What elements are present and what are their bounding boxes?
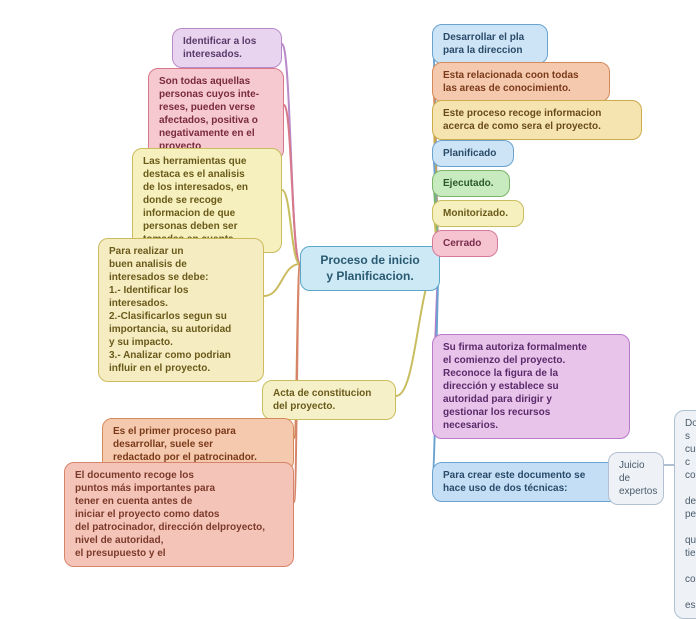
mindmap-node-n16[interactable]: Para crear este documento se hace uso de… <box>432 462 630 502</box>
node-label: El documento recoge los puntos más impor… <box>75 470 265 559</box>
mindmap-node-n10[interactable]: Monitorizado. <box>432 200 524 227</box>
node-label: Ejecutado. <box>443 178 494 189</box>
connector <box>282 190 300 264</box>
node-label: Cerrado <box>443 238 481 249</box>
mindmap-node-n7[interactable]: Este proceso recoge informacion acerca d… <box>432 100 642 140</box>
mindmap-node-n11[interactable]: Cerrado <box>432 230 498 257</box>
node-label: Desarrollar el pla para la direccion <box>443 32 524 56</box>
mindmap-node-n15[interactable]: Su firma autoriza formalmente el comienz… <box>432 334 630 439</box>
node-label: Para crear este documento se hace uso de… <box>443 470 585 494</box>
node-label: Identificar a los interesados. <box>183 36 256 60</box>
node-label: Juicio de expertos <box>619 460 657 497</box>
node-label: Planificado <box>443 148 496 159</box>
connector <box>282 44 300 264</box>
connector <box>264 264 300 296</box>
node-label: Monitorizado. <box>443 208 508 219</box>
mindmap-node-n9[interactable]: Ejecutado. <box>432 170 510 197</box>
mindmap-node-n5[interactable]: Desarrollar el pla para la direccion <box>432 24 548 64</box>
mindmap-node-n14[interactable]: El documento recoge los puntos más impor… <box>64 462 294 567</box>
center-node[interactable]: Proceso de inicio y Planificacion. <box>300 246 440 291</box>
node-label: Son todas aquellas personas cuyos inte- … <box>159 76 259 152</box>
node-label: Para realizar un buen analisis de intere… <box>109 246 231 374</box>
mindmap-node-n12[interactable]: Acta de constitucion del proyecto. <box>262 380 396 420</box>
node-label: Donde s cuenta c colabora de perso que t… <box>685 418 696 611</box>
mindmap-node-n18[interactable]: Donde s cuenta c colabora de perso que t… <box>674 410 696 619</box>
mindmap-node-n8[interactable]: Planificado <box>432 140 514 167</box>
mindmap-node-n6[interactable]: Esta relacionada coon todas las areas de… <box>432 62 610 102</box>
mindmap-node-n17[interactable]: Juicio de expertos <box>608 452 664 505</box>
node-label: Este proceso recoge informacion acerca d… <box>443 108 601 132</box>
node-label: Su firma autoriza formalmente el comienz… <box>443 342 587 431</box>
node-label: Es el primer proceso para desarrollar, s… <box>113 426 257 463</box>
connector <box>284 105 300 264</box>
node-label: Acta de constitucion del proyecto. <box>273 388 371 412</box>
mindmap-node-n1[interactable]: Identificar a los interesados. <box>172 28 282 68</box>
node-label: Esta relacionada coon todas las areas de… <box>443 70 579 94</box>
mindmap-node-n2[interactable]: Son todas aquellas personas cuyos inte- … <box>148 68 284 160</box>
node-label: Las herramientas que destaca es el anali… <box>143 156 248 245</box>
node-label: Proceso de inicio y Planificacion. <box>320 253 419 283</box>
mindmap-node-n4[interactable]: Para realizar un buen analisis de intere… <box>98 238 264 382</box>
